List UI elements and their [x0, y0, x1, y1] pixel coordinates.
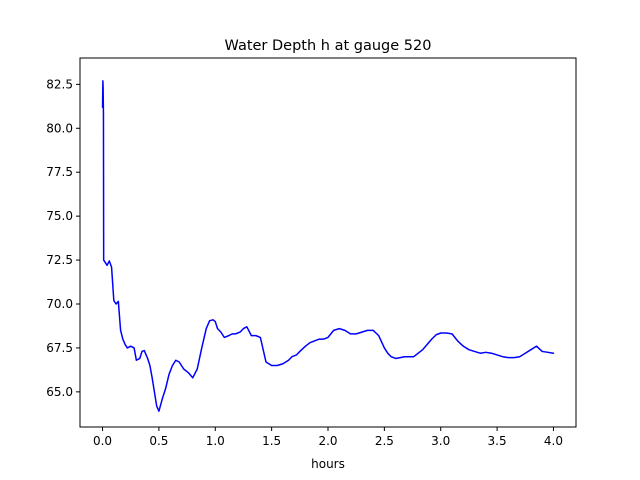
plot-frame	[79, 57, 577, 428]
x-tick-label: 3.5	[488, 434, 507, 448]
x-tick-label: 1.0	[206, 434, 225, 448]
y-tick-label: 72.5	[46, 253, 73, 267]
x-axis-label: hours	[311, 457, 345, 471]
x-tick-label: 0.0	[93, 434, 112, 448]
x-axis-ticks: 0.0 0.5 1.0 1.5 2.0 2.5 3.0 3.5 4.0	[93, 427, 563, 448]
x-tick-label: 4.0	[544, 434, 563, 448]
y-tick-label: 75.0	[46, 209, 73, 223]
chart-title: Water Depth h at gauge 520	[225, 38, 432, 54]
x-tick-label: 2.0	[318, 434, 337, 448]
y-tick-label: 80.0	[46, 121, 73, 135]
x-tick-label: 3.0	[431, 434, 450, 448]
x-tick-label: 2.5	[375, 434, 394, 448]
series-line	[101, 80, 555, 412]
plot-area	[101, 80, 555, 412]
y-tick-label: 82.5	[46, 77, 73, 91]
x-tick-label: 0.5	[149, 434, 168, 448]
y-tick-label: 77.5	[46, 165, 73, 179]
x-tick-label: 1.5	[262, 434, 281, 448]
y-tick-label: 70.0	[46, 297, 73, 311]
y-axis-ticks: 65.0 67.5 70.0 72.5 75.0 77.5 80.0 82.5	[46, 77, 80, 399]
y-tick-label: 67.5	[46, 341, 73, 355]
y-tick-label: 65.0	[46, 385, 73, 399]
